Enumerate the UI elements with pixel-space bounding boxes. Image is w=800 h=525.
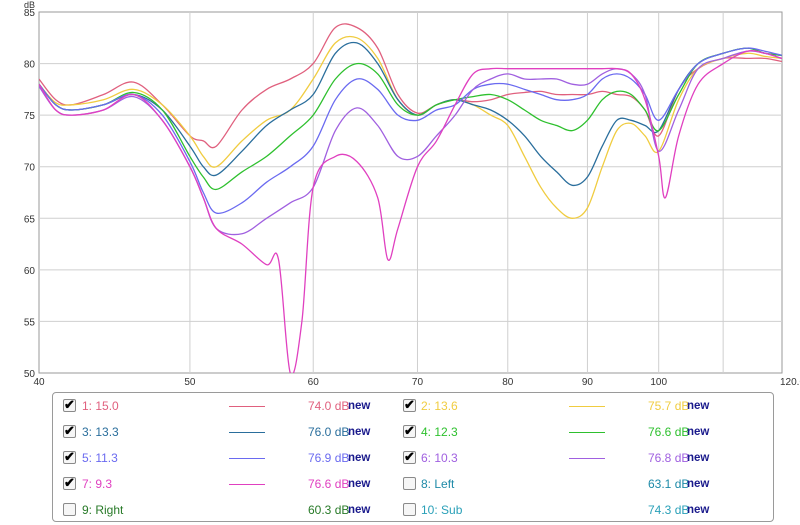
legend-series-label: 4: 12.3 bbox=[421, 425, 458, 439]
legend-level-value: 74.3 dB bbox=[648, 503, 690, 517]
legend-entry: ✔ 6: 10.3 76.8 dB new bbox=[53, 445, 773, 471]
legend-level-value: 75.7 dB bbox=[648, 399, 690, 413]
x-tick-label: 80 bbox=[502, 377, 514, 388]
series-visibility-checkbox[interactable] bbox=[403, 477, 416, 490]
x-tick-label: 60 bbox=[308, 377, 320, 388]
series-visibility-checkbox[interactable] bbox=[403, 503, 416, 516]
legend-level-value: 76.8 dB bbox=[648, 451, 690, 465]
series-visibility-checkbox[interactable]: ✔ bbox=[63, 397, 76, 412]
legend-series-label: 8: Left bbox=[421, 477, 455, 491]
new-link[interactable]: new bbox=[348, 426, 371, 438]
new-link[interactable]: new bbox=[348, 452, 371, 464]
legend-level-value: 60.3 dB bbox=[308, 503, 350, 517]
legend-level-value: 74.0 dB bbox=[308, 399, 350, 413]
legend-entry: ✔ 5: 11.3 76.9 dB new bbox=[53, 445, 773, 471]
legend-line-swatch bbox=[229, 432, 265, 433]
legend-entry: 9: Right 60.3 dB new bbox=[53, 497, 773, 523]
series-line bbox=[39, 49, 782, 373]
legend-series-label: 7: 9.3 bbox=[82, 477, 113, 491]
series-line bbox=[39, 47, 782, 191]
legend-entry: ✔ 1: 15.0 74.0 dB new bbox=[53, 393, 773, 419]
new-link[interactable]: new bbox=[687, 478, 710, 490]
series-visibility-checkbox[interactable]: ✔ bbox=[403, 397, 416, 412]
legend-level-value: 76.9 dB bbox=[308, 451, 350, 465]
new-link[interactable]: new bbox=[687, 452, 710, 464]
x-tick-label: 70 bbox=[412, 377, 424, 388]
plot-area bbox=[38, 11, 783, 374]
legend-panel: ✔ 1: 15.0 74.0 dB new ✔ 2: 13.6 75.7 dB new ✔ 3: … bbox=[52, 392, 774, 522]
y-tick-label: 50 bbox=[24, 369, 36, 380]
legend-line-swatch bbox=[569, 432, 605, 433]
x-tick-label: 90 bbox=[582, 377, 594, 388]
x-tick-label: 100 bbox=[650, 377, 667, 388]
x-tick-label: 40 bbox=[33, 377, 45, 388]
new-link[interactable]: new bbox=[687, 400, 710, 412]
y-tick-label: 60 bbox=[24, 266, 36, 277]
series-visibility-checkbox[interactable]: ✔ bbox=[63, 475, 76, 490]
legend-series-label: 5: 11.3 bbox=[82, 451, 118, 465]
new-link[interactable]: new bbox=[687, 504, 710, 516]
y-tick-label: 85 bbox=[24, 8, 36, 19]
legend-entry: ✔ 2: 13.6 75.7 dB new bbox=[53, 393, 773, 419]
legend-series-label: 2: 13.6 bbox=[421, 399, 458, 413]
legend-line-swatch bbox=[569, 458, 605, 459]
y-tick-label: 80 bbox=[24, 60, 36, 71]
series-lines bbox=[39, 23, 782, 373]
series-visibility-checkbox[interactable] bbox=[63, 503, 76, 516]
x-tick-label: 120.0 Hz bbox=[780, 377, 800, 388]
y-tick-label: 70 bbox=[24, 163, 36, 174]
series-visibility-checkbox[interactable]: ✔ bbox=[403, 449, 416, 464]
y-axis-unit: dB bbox=[24, 0, 35, 10]
legend-level-value: 76.6 dB bbox=[308, 477, 350, 491]
y-tick-label: 55 bbox=[24, 317, 36, 328]
series-visibility-checkbox[interactable]: ✔ bbox=[63, 423, 76, 438]
legend-series-label: 3: 13.3 bbox=[82, 425, 119, 439]
legend-level-value: 63.1 dB bbox=[648, 477, 690, 491]
legend-line-swatch bbox=[229, 484, 265, 485]
legend-series-label: 6: 10.3 bbox=[421, 451, 458, 465]
legend-level-value: 76.0 dB bbox=[308, 425, 350, 439]
legend-level-value: 76.6 dB bbox=[648, 425, 690, 439]
x-tick-label: 50 bbox=[184, 377, 196, 388]
y-tick-label: 75 bbox=[24, 111, 36, 122]
legend-line-swatch bbox=[229, 406, 265, 407]
series-visibility-checkbox[interactable]: ✔ bbox=[403, 423, 416, 438]
new-link[interactable]: new bbox=[687, 426, 710, 438]
y-tick-label: 65 bbox=[24, 214, 36, 225]
legend-line-swatch bbox=[229, 458, 265, 459]
legend-series-label: 1: 15.0 bbox=[82, 399, 119, 413]
legend-series-label: 10: Sub bbox=[421, 503, 463, 517]
legend-series-label: 9: Right bbox=[82, 503, 124, 517]
new-link[interactable]: new bbox=[348, 478, 371, 490]
legend-entry: 10: Sub 74.3 dB new bbox=[53, 497, 773, 523]
series-visibility-checkbox[interactable]: ✔ bbox=[63, 449, 76, 464]
new-link[interactable]: new bbox=[348, 400, 371, 412]
legend-entry: ✔ 7: 9.3 76.6 dB new bbox=[53, 471, 773, 497]
legend-entry: ✔ 3: 13.3 76.0 dB new bbox=[53, 419, 773, 445]
legend-entry: ✔ 4: 12.3 76.6 dB new bbox=[53, 419, 773, 445]
grid bbox=[39, 12, 782, 373]
legend-entry: 8: Left 63.1 dB new bbox=[53, 471, 773, 497]
new-link[interactable]: new bbox=[348, 504, 371, 516]
legend-line-swatch bbox=[569, 406, 605, 407]
